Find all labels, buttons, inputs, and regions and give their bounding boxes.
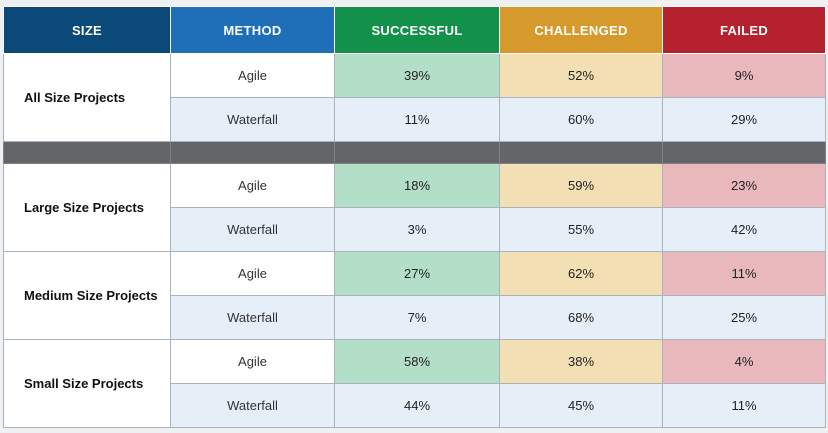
- successful-value: 11%: [334, 97, 500, 142]
- challenged-value: 59%: [499, 163, 663, 208]
- failed-value: 25%: [662, 295, 826, 340]
- successful-value: 7%: [334, 295, 500, 340]
- separator-cell: [334, 141, 500, 164]
- table-row: Large Size Projects Agile 18% 59% 23%: [3, 163, 826, 252]
- table-row: Waterfall 11% 60% 29%: [4, 97, 826, 142]
- method-cell: Agile: [170, 53, 335, 98]
- separator-cell: [170, 141, 335, 164]
- table-row: Waterfall 7% 68% 25%: [4, 295, 826, 340]
- project-results-table: SIZE METHOD SUCCESSFUL CHALLENGED FAILED…: [3, 6, 826, 428]
- separator-cell: [499, 141, 663, 164]
- successful-value: 39%: [334, 53, 500, 98]
- table-header-row: SIZE METHOD SUCCESSFUL CHALLENGED FAILED: [3, 6, 826, 54]
- size-group-label: Large Size Projects: [3, 163, 171, 252]
- failed-value: 29%: [662, 97, 826, 142]
- size-group-label: Medium Size Projects: [3, 251, 171, 340]
- separator-cell: [662, 141, 826, 164]
- table-row: Medium Size Projects Agile 27% 62% 11%: [3, 251, 826, 340]
- challenged-value: 68%: [499, 295, 663, 340]
- separator-cell: [3, 141, 171, 164]
- challenged-value: 62%: [499, 251, 663, 296]
- challenged-value: 52%: [499, 53, 663, 98]
- method-cell: Waterfall: [170, 207, 335, 252]
- failed-value: 23%: [662, 163, 826, 208]
- table-row: Waterfall 3% 55% 42%: [4, 207, 826, 252]
- method-cell: Agile: [170, 163, 335, 208]
- failed-value: 9%: [662, 53, 826, 98]
- successful-value: 3%: [334, 207, 500, 252]
- header-challenged: CHALLENGED: [499, 6, 663, 54]
- successful-value: 58%: [334, 339, 500, 384]
- method-cell: Agile: [170, 339, 335, 384]
- method-cell: Waterfall: [170, 97, 335, 142]
- challenged-value: 60%: [499, 97, 663, 142]
- header-successful: SUCCESSFUL: [334, 6, 500, 54]
- method-cell: Waterfall: [170, 383, 335, 428]
- size-group-label: All Size Projects: [3, 53, 171, 142]
- table-row: Small Size Projects Agile 58% 38% 4%: [3, 339, 826, 428]
- successful-value: 44%: [334, 383, 500, 428]
- failed-value: 4%: [662, 339, 826, 384]
- failed-value: 42%: [662, 207, 826, 252]
- header-method: METHOD: [170, 6, 335, 54]
- method-cell: Agile: [170, 251, 335, 296]
- failed-value: 11%: [662, 383, 826, 428]
- table-row: All Size Projects Agile 39% 52% 9%: [3, 53, 826, 142]
- successful-value: 27%: [334, 251, 500, 296]
- successful-value: 18%: [334, 163, 500, 208]
- table-row: Waterfall 44% 45% 11%: [4, 383, 826, 428]
- size-group-label: Small Size Projects: [3, 339, 171, 428]
- challenged-value: 38%: [499, 339, 663, 384]
- separator-row: [3, 141, 826, 164]
- challenged-value: 45%: [499, 383, 663, 428]
- failed-value: 11%: [662, 251, 826, 296]
- challenged-value: 55%: [499, 207, 663, 252]
- method-cell: Waterfall: [170, 295, 335, 340]
- header-failed: FAILED: [662, 6, 826, 54]
- header-size: SIZE: [3, 6, 171, 54]
